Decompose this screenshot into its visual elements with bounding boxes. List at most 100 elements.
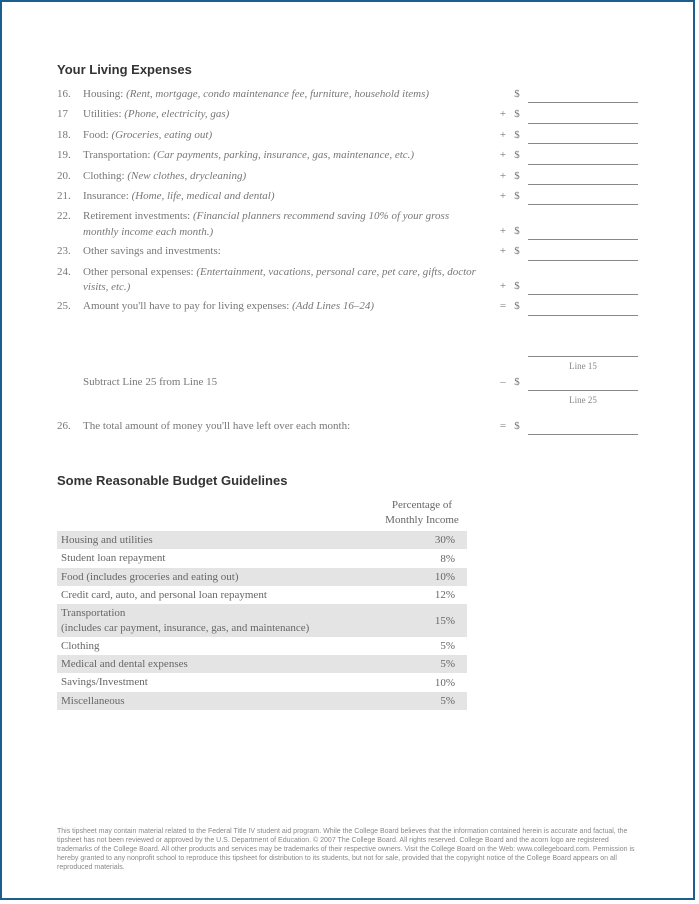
line-num: 22. bbox=[57, 209, 83, 224]
line-label: Other personal expenses: (Entertainment,… bbox=[83, 265, 496, 296]
expense-line: 22.Retirement investments: (Financial pl… bbox=[57, 209, 638, 240]
subtract-blank[interactable] bbox=[528, 376, 638, 391]
expense-line: 18.Food: (Groceries, eating out)+$ bbox=[57, 128, 638, 144]
guideline-pct: 15% bbox=[395, 615, 463, 627]
guideline-row: Transportation (includes car payment, in… bbox=[57, 604, 467, 637]
guideline-category: Student loan repayment bbox=[61, 551, 395, 565]
line-26: 26. The total amount of money you'll hav… bbox=[57, 419, 638, 435]
guideline-category: Food (includes groceries and eating out) bbox=[61, 570, 395, 584]
amount-blank[interactable] bbox=[528, 170, 638, 185]
caption-line25: Line 25 bbox=[528, 395, 638, 405]
line15-blank-row bbox=[57, 342, 638, 357]
guideline-row: Clothing5% bbox=[57, 637, 467, 655]
guideline-category: Savings/Investment bbox=[61, 675, 395, 689]
page-frame: Your Living Expenses 16.Housing: (Rent, … bbox=[0, 0, 695, 900]
line26-blank[interactable] bbox=[528, 420, 638, 435]
guideline-row: Housing and utilities30% bbox=[57, 531, 467, 549]
expense-line: 21.Insurance: (Home, life, medical and d… bbox=[57, 189, 638, 205]
guideline-pct: 8% bbox=[395, 553, 463, 565]
line-op bbox=[496, 102, 510, 103]
expense-line: 25.Amount you'll have to pay for living … bbox=[57, 299, 638, 315]
guideline-pct: 5% bbox=[395, 695, 463, 707]
line-label: Food: (Groceries, eating out) bbox=[83, 128, 496, 143]
subtract-op: – bbox=[496, 375, 510, 391]
line-label: Other savings and investments: bbox=[83, 244, 496, 259]
line-label: Amount you'll have to pay for living exp… bbox=[83, 299, 496, 314]
amount-blank[interactable] bbox=[528, 246, 638, 261]
dollar-sign: $ bbox=[510, 169, 524, 185]
line-label: Transportation: (Car payments, parking, … bbox=[83, 148, 496, 163]
line-num: 20. bbox=[57, 169, 83, 184]
line-op: + bbox=[496, 148, 510, 164]
expense-lines: 16.Housing: (Rent, mortgage, condo maint… bbox=[57, 87, 638, 316]
guideline-category: Miscellaneous bbox=[61, 694, 395, 708]
guideline-row: Food (includes groceries and eating out)… bbox=[57, 568, 467, 586]
amount-blank[interactable] bbox=[528, 225, 638, 240]
expense-line: 20.Clothing: (New clothes, drycleaning)+… bbox=[57, 169, 638, 185]
expense-line: 17Utilities: (Phone, electricity, gas)+$ bbox=[57, 107, 638, 123]
dollar-sign: $ bbox=[510, 224, 524, 240]
footer-disclaimer: This tipsheet may contain material relat… bbox=[57, 827, 638, 872]
line-num: 18. bbox=[57, 128, 83, 143]
dollar-sign: $ bbox=[510, 419, 524, 435]
guideline-category: Credit card, auto, and personal loan rep… bbox=[61, 588, 395, 602]
dollar-sign: $ bbox=[510, 107, 524, 123]
amount-blank[interactable] bbox=[528, 280, 638, 295]
caption-line15: Line 15 bbox=[528, 361, 638, 371]
line-op: + bbox=[496, 189, 510, 205]
line-op: = bbox=[496, 299, 510, 315]
guideline-category: Transportation (includes car payment, in… bbox=[61, 606, 395, 635]
line-num: 26. bbox=[57, 419, 83, 434]
line-op: + bbox=[496, 107, 510, 123]
guideline-pct: 30% bbox=[395, 534, 463, 546]
dollar-sign: $ bbox=[510, 189, 524, 205]
guideline-category: Medical and dental expenses bbox=[61, 657, 395, 671]
line-num: 21. bbox=[57, 189, 83, 204]
dollar-sign: $ bbox=[510, 299, 524, 315]
amount-blank[interactable] bbox=[528, 150, 638, 165]
line-op: + bbox=[496, 279, 510, 295]
expense-line: 23.Other savings and investments:+$ bbox=[57, 244, 638, 260]
amount-blank[interactable] bbox=[528, 109, 638, 124]
expense-line: 16.Housing: (Rent, mortgage, condo maint… bbox=[57, 87, 638, 103]
guideline-row: Credit card, auto, and personal loan rep… bbox=[57, 586, 467, 604]
guideline-category: Housing and utilities bbox=[61, 533, 395, 547]
guideline-category: Clothing bbox=[61, 639, 395, 653]
line-num: 19. bbox=[57, 148, 83, 163]
line15-blank[interactable] bbox=[528, 342, 638, 357]
guideline-pct: 5% bbox=[395, 658, 463, 670]
line-op: + bbox=[496, 244, 510, 260]
line-num: 25. bbox=[57, 299, 83, 314]
line-label: Clothing: (New clothes, drycleaning) bbox=[83, 169, 496, 184]
guideline-row: Savings/Investment10% bbox=[57, 673, 467, 691]
dollar-sign: $ bbox=[510, 148, 524, 164]
dollar-sign: $ bbox=[510, 375, 524, 391]
guideline-row: Student loan repayment8% bbox=[57, 549, 467, 567]
amount-blank[interactable] bbox=[528, 301, 638, 316]
line-label: Insurance: (Home, life, medical and dent… bbox=[83, 189, 496, 204]
amount-blank[interactable] bbox=[528, 88, 638, 103]
subtract-row: Subtract Line 25 from Line 15 – $ bbox=[57, 375, 638, 391]
line-label: The total amount of money you'll have le… bbox=[83, 419, 496, 434]
expense-line: 19.Transportation: (Car payments, parkin… bbox=[57, 148, 638, 164]
line-num: 17 bbox=[57, 107, 83, 122]
dollar-sign: $ bbox=[510, 87, 524, 103]
subtract-label: Subtract Line 25 from Line 15 bbox=[83, 375, 496, 390]
dollar-sign: $ bbox=[510, 128, 524, 144]
line-num: 24. bbox=[57, 265, 83, 280]
living-expenses-title: Your Living Expenses bbox=[57, 62, 638, 77]
guidelines-header: Percentage of Monthly Income bbox=[57, 498, 467, 527]
amount-blank[interactable] bbox=[528, 129, 638, 144]
guidelines-title: Some Reasonable Budget Guidelines bbox=[57, 473, 638, 488]
expense-line: 24.Other personal expenses: (Entertainme… bbox=[57, 265, 638, 296]
line-label: Retirement investments: (Financial plann… bbox=[83, 209, 496, 240]
dollar-sign: $ bbox=[510, 279, 524, 295]
amount-blank[interactable] bbox=[528, 190, 638, 205]
guideline-pct: 12% bbox=[395, 589, 463, 601]
guideline-pct: 10% bbox=[395, 571, 463, 583]
guideline-pct: 10% bbox=[395, 677, 463, 689]
line-num: 16. bbox=[57, 87, 83, 102]
line-label: Utilities: (Phone, electricity, gas) bbox=[83, 107, 496, 122]
line-op: + bbox=[496, 128, 510, 144]
line-op: + bbox=[496, 169, 510, 185]
